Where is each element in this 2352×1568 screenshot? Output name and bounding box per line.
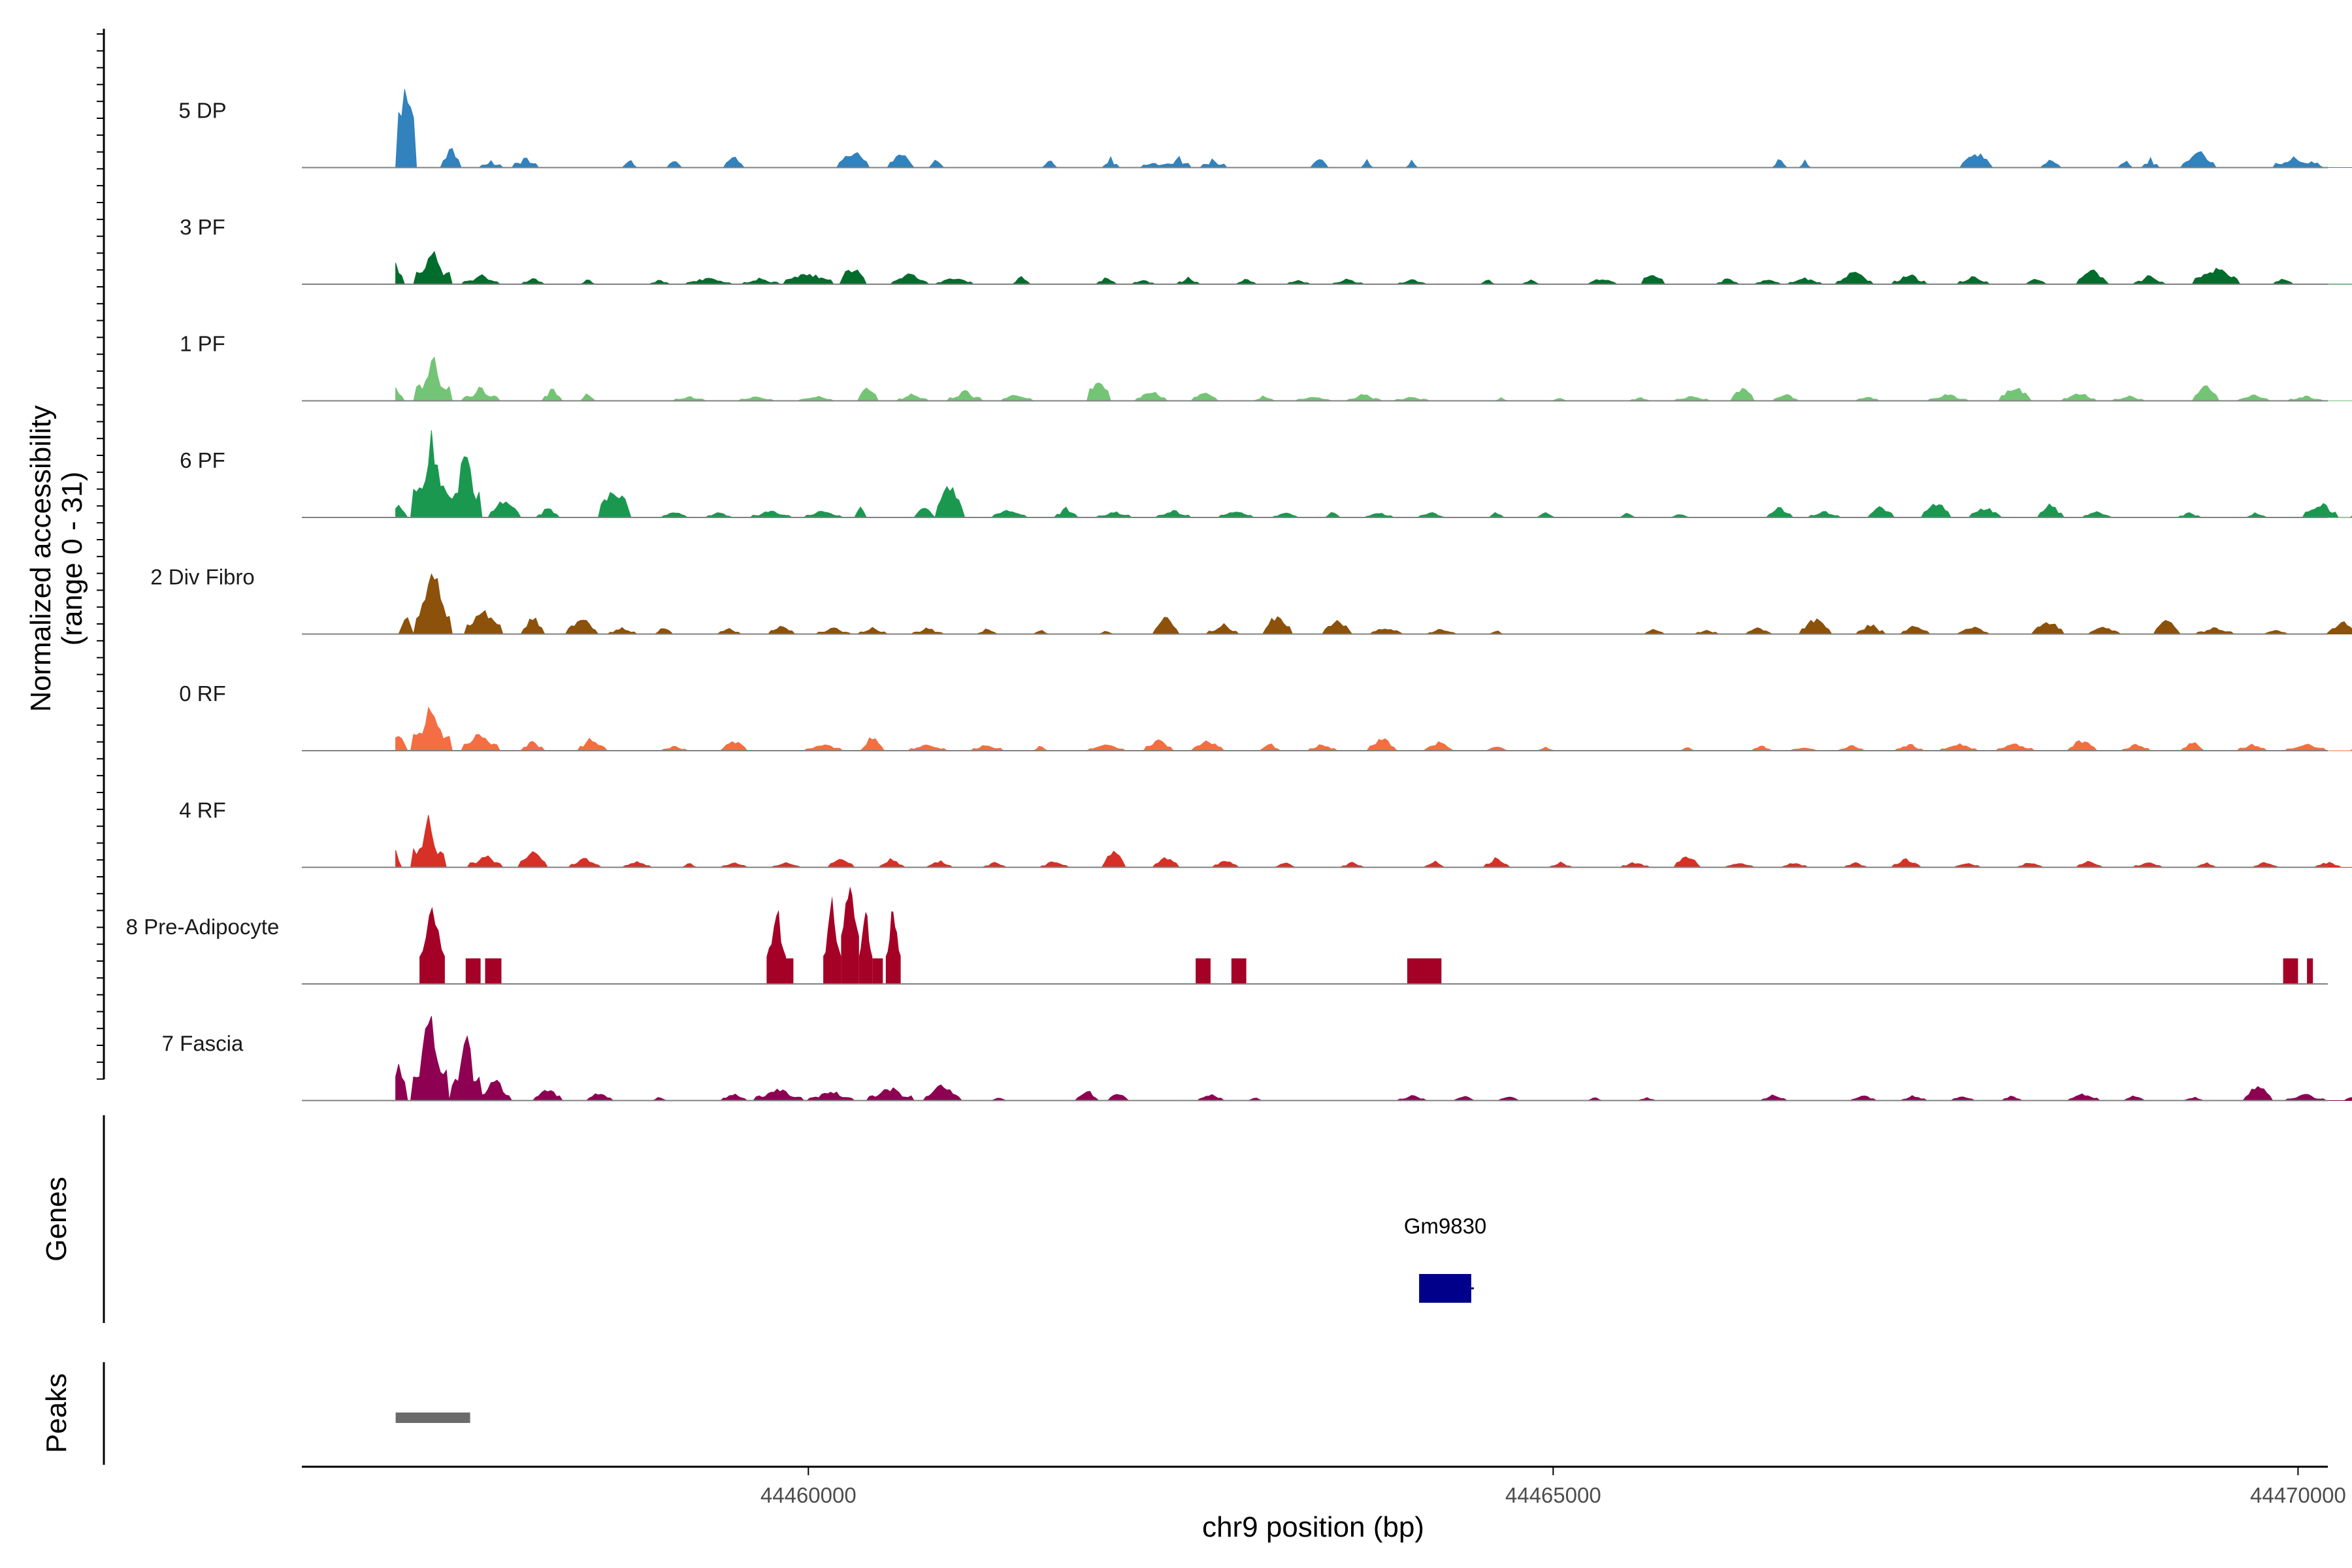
y-axis-title-range: (range 0 - 31)	[56, 472, 88, 646]
track-label: 7 Fascia	[162, 1032, 244, 1056]
peaks-panel-title: Peaks	[41, 1373, 73, 1453]
x-tick-label: 44465000	[1505, 1483, 1601, 1507]
coverage-block	[419, 907, 445, 984]
track-7-fascia: 7 Fascia	[162, 1016, 2352, 1102]
coverage-area	[395, 573, 2352, 636]
track-label: 1 PF	[180, 332, 225, 356]
y-axis-title-line2: (range 0 - 31)	[56, 472, 88, 646]
track-6-pf: 6 PF	[180, 430, 2352, 519]
track-label: 8 Pre-Adipocyte	[126, 915, 280, 939]
y-axis-title: Normalized accessibility	[25, 405, 57, 711]
coverage-block	[465, 958, 481, 984]
coverage-y-axis	[97, 29, 105, 1080]
x-axis-title: chr9 position (bp)	[1202, 1511, 1424, 1543]
coverage-block	[1196, 958, 1211, 984]
track-5-dp: 5 DP	[178, 89, 2352, 169]
coverage-block	[485, 958, 502, 984]
genes-panel-title: Genes	[41, 1177, 73, 1262]
track-0-rf: 0 RF	[179, 681, 2352, 751]
coverage-block	[2307, 958, 2313, 984]
coverage-block	[2283, 958, 2298, 984]
track-label: 0 RF	[179, 681, 226, 706]
coverage-block	[841, 886, 859, 984]
coverage-block	[885, 911, 901, 984]
x-tick-label: 44460000	[760, 1483, 857, 1507]
track-1-pf: 1 PF	[180, 332, 2352, 402]
coverage-tracks: 5 DP 3 PF 1 PF 6 PF 2 Div Fibro 0 RF 4 RF 8 Pre…	[126, 89, 2352, 1102]
peak-region	[395, 1413, 470, 1423]
track-label: 5 DP	[178, 99, 226, 123]
coverage-block	[1407, 958, 1442, 984]
track-label: 4 RF	[179, 798, 226, 823]
x-tick-label: 44470000	[2250, 1483, 2346, 1507]
track-3-pf: 3 PF	[180, 215, 2352, 285]
coverage-block	[1231, 958, 1247, 984]
coverage-block	[766, 909, 786, 984]
x-axis-ticks: 44460000 44465000 44470000	[760, 1467, 2346, 1507]
coverage-block	[858, 911, 873, 984]
coverage-block	[786, 958, 794, 984]
coverage-area	[395, 430, 2352, 519]
track-4-rf: 4 RF	[179, 798, 2352, 868]
track-label: 3 PF	[180, 215, 225, 239]
y-axis-title-line1: Normalized accessibility	[25, 405, 57, 711]
coverage-block	[823, 896, 841, 984]
gene-body	[1419, 1274, 1471, 1303]
peak-track	[395, 1413, 470, 1423]
coverage-block	[872, 958, 883, 984]
track-label: 2 Div Fibro	[150, 565, 255, 589]
track-label: 6 PF	[180, 448, 225, 472]
gene-label: Gm9830	[1404, 1214, 1487, 1238]
track-2-div-fibro: 2 Div Fibro	[150, 565, 2352, 636]
gene-track: Gm9830	[1404, 1214, 1487, 1303]
track-8-pre-adipocyte: 8 Pre-Adipocyte	[126, 886, 2328, 985]
